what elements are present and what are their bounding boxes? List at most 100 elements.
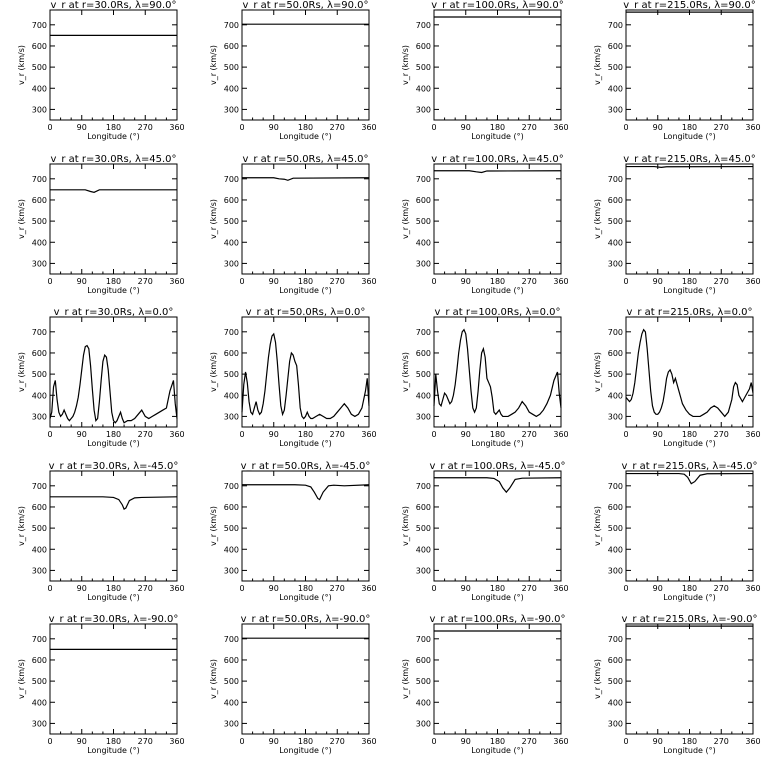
x-axis-label: Longitude (°) <box>663 439 715 448</box>
chart-panel: v_r at r=30.0Rs, λ=0.0° 0 90 180 270 360 300 40… <box>17 307 185 448</box>
x-axis-label: Longitude (°) <box>87 286 139 295</box>
x-axis-label: Longitude (°) <box>279 286 331 295</box>
x-tick-label: 0 <box>239 123 244 132</box>
x-tick-label: 270 <box>330 123 345 132</box>
y-axis-label: v_r (km/s) <box>209 45 218 85</box>
y-tick-label: 400 <box>224 545 239 554</box>
y-tick-label: 400 <box>224 699 239 708</box>
plot-frame <box>433 163 562 275</box>
x-axis-label: Longitude (°) <box>663 593 715 602</box>
y-tick-label: 500 <box>224 524 239 533</box>
y-tick-label: 300 <box>608 413 623 422</box>
x-axis-label: Longitude (°) <box>279 593 331 602</box>
x-tick-label: 180 <box>106 584 121 593</box>
x-tick-label: 270 <box>138 430 153 439</box>
y-tick-label: 600 <box>608 349 623 358</box>
x-tick-label: 180 <box>682 123 697 132</box>
x-tick-label: 360 <box>745 277 760 286</box>
x-tick-label: 90 <box>77 737 87 746</box>
y-tick-label: 300 <box>32 566 47 575</box>
x-tick-label: 270 <box>138 584 153 593</box>
x-axis-label: Longitude (°) <box>87 746 139 755</box>
chart-panel: v_r at r=215.0Rs, λ=-90.0° 0 90 180 270 360 30… <box>593 614 761 755</box>
x-tick-label: 360 <box>361 584 376 593</box>
x-tick-label: 270 <box>138 277 153 286</box>
chart-panel: v_r at r=50.0Rs, λ=-45.0° 0 90 180 270 360 300… <box>209 461 377 602</box>
y-axis-label: v_r (km/s) <box>209 659 218 699</box>
x-tick-label: 270 <box>330 737 345 746</box>
chart-title: v_r at r=50.0Rs, λ=90.0° <box>242 0 368 11</box>
plot-frame <box>433 316 562 428</box>
plot-frame <box>625 623 754 735</box>
y-tick-label: 700 <box>224 21 239 30</box>
x-tick-label: 360 <box>553 430 568 439</box>
y-tick-label: 600 <box>32 42 47 51</box>
y-axis-label: v_r (km/s) <box>593 659 602 699</box>
x-tick-label: 270 <box>522 430 537 439</box>
x-tick-label: 180 <box>682 737 697 746</box>
y-tick-label: 400 <box>224 238 239 247</box>
y-tick-label: 300 <box>224 259 239 268</box>
x-tick-label: 360 <box>169 123 184 132</box>
y-tick-label: 700 <box>608 328 623 337</box>
y-tick-label: 500 <box>32 217 47 226</box>
y-tick-label: 300 <box>32 413 47 422</box>
series-line <box>625 328 754 418</box>
x-tick-label: 0 <box>623 584 628 593</box>
x-tick-label: 0 <box>431 123 436 132</box>
y-tick-label: 300 <box>416 105 431 114</box>
chart-title: v_r at r=30.0Rs, λ=-45.0° <box>49 461 179 472</box>
x-tick-label: 270 <box>138 123 153 132</box>
x-axis-label: Longitude (°) <box>663 132 715 141</box>
x-tick-label: 270 <box>330 430 345 439</box>
y-tick-label: 400 <box>608 238 623 247</box>
y-tick-label: 700 <box>224 174 239 183</box>
x-tick-label: 360 <box>553 123 568 132</box>
y-axis-label: v_r (km/s) <box>401 659 410 699</box>
x-tick-label: 90 <box>77 123 87 132</box>
x-tick-label: 360 <box>745 430 760 439</box>
y-axis-label: v_r (km/s) <box>209 199 218 239</box>
x-tick-label: 0 <box>431 430 436 439</box>
y-tick-label: 600 <box>416 503 431 512</box>
x-tick-label: 0 <box>623 123 628 132</box>
y-tick-label: 400 <box>416 391 431 400</box>
y-tick-label: 400 <box>608 699 623 708</box>
x-axis-label: Longitude (°) <box>471 132 523 141</box>
plot-frame <box>241 163 370 275</box>
chart-title: v_r at r=215.0Rs, λ=45.0° <box>623 154 755 165</box>
x-tick-label: 90 <box>269 737 279 746</box>
y-tick-label: 600 <box>416 196 431 205</box>
y-tick-label: 500 <box>32 370 47 379</box>
x-tick-label: 0 <box>47 277 52 286</box>
chart-panel: v_r at r=100.0Rs, λ=-90.0° 0 90 180 270 360 30… <box>401 614 569 755</box>
y-axis-label: v_r (km/s) <box>17 352 26 392</box>
chart-title: v_r at r=100.0Rs, λ=0.0° <box>434 307 560 318</box>
x-axis-label: Longitude (°) <box>471 593 523 602</box>
y-tick-label: 700 <box>416 21 431 30</box>
y-tick-label: 700 <box>608 482 623 491</box>
x-tick-label: 90 <box>77 277 87 286</box>
x-tick-label: 180 <box>106 123 121 132</box>
y-tick-label: 700 <box>416 328 431 337</box>
y-axis-label: v_r (km/s) <box>209 352 218 392</box>
x-tick-label: 270 <box>522 123 537 132</box>
x-axis-label: Longitude (°) <box>279 132 331 141</box>
x-tick-label: 180 <box>490 277 505 286</box>
plot-frame <box>433 9 562 121</box>
y-axis-label: v_r (km/s) <box>17 659 26 699</box>
x-tick-label: 360 <box>745 123 760 132</box>
x-tick-label: 360 <box>361 277 376 286</box>
x-tick-label: 90 <box>653 737 663 746</box>
plot-frame <box>49 163 178 275</box>
y-tick-label: 300 <box>224 720 239 729</box>
y-tick-label: 400 <box>32 238 47 247</box>
x-tick-label: 360 <box>169 430 184 439</box>
y-tick-label: 500 <box>608 63 623 72</box>
x-tick-label: 90 <box>461 430 471 439</box>
x-tick-label: 90 <box>461 584 471 593</box>
x-axis-label: Longitude (°) <box>87 132 139 141</box>
series-line <box>50 496 178 510</box>
plot-frame <box>625 9 754 121</box>
x-tick-label: 270 <box>714 584 729 593</box>
